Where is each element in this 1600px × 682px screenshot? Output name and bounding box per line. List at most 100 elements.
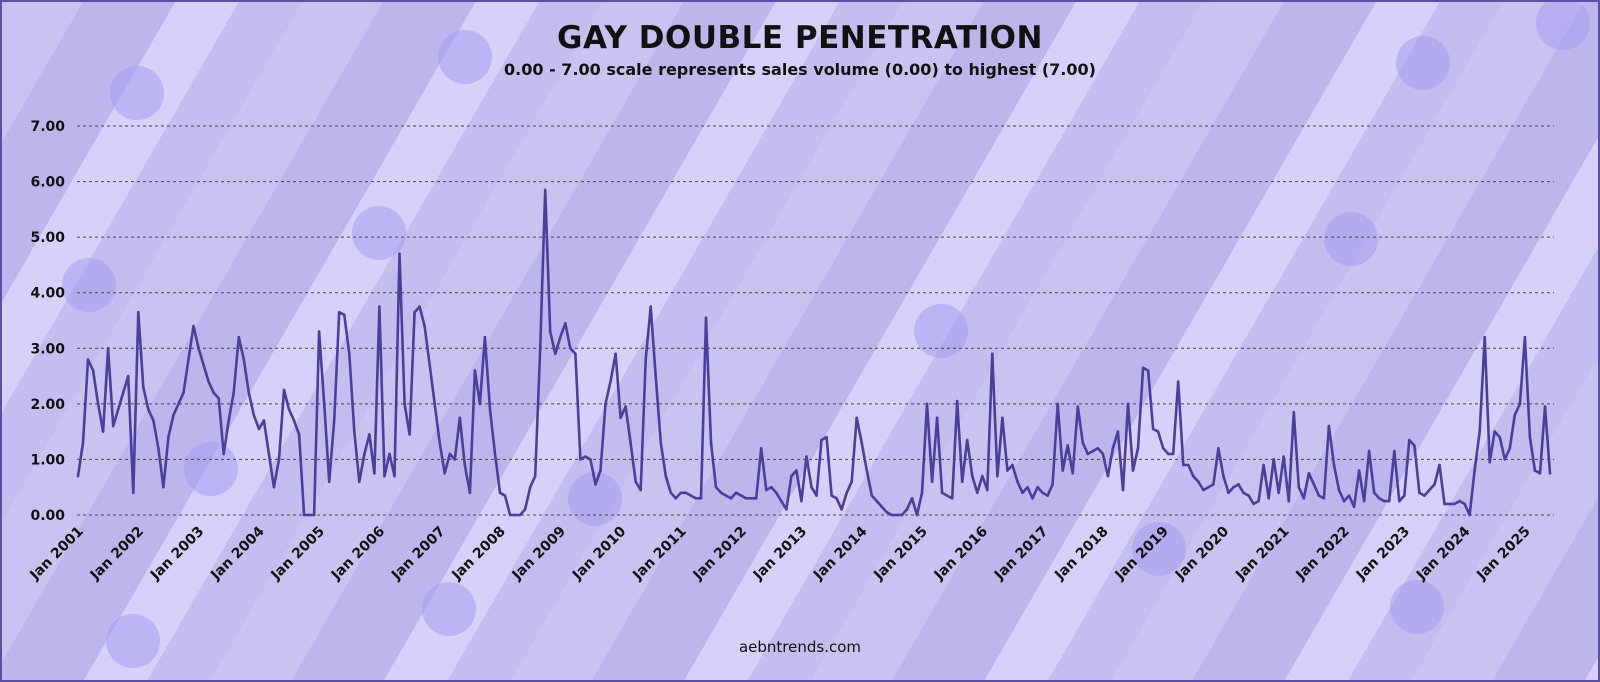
data-point	[443, 472, 447, 475]
x-tick-label: Jan 2024	[1413, 523, 1474, 584]
data-point	[1523, 335, 1527, 339]
data-point	[1016, 480, 1019, 484]
data-point	[1448, 502, 1451, 506]
y-tick-label: 0.00	[30, 508, 65, 524]
data-point	[1232, 485, 1235, 489]
data-point	[559, 335, 562, 339]
data-point	[940, 491, 944, 495]
data-point	[976, 491, 979, 495]
data-point	[498, 491, 502, 495]
data-point	[433, 402, 437, 406]
data-point	[1026, 485, 1029, 489]
data-point	[1458, 499, 1461, 503]
data-point	[1503, 458, 1507, 461]
x-tick-label: Jan 2020	[1172, 523, 1233, 584]
x-tick-label: Jan 2013	[750, 524, 810, 584]
data-point	[790, 474, 793, 478]
data-point	[1297, 485, 1301, 489]
data-point	[353, 430, 356, 433]
data-point	[227, 419, 230, 422]
data-point	[348, 352, 351, 356]
data-point	[1357, 469, 1361, 472]
data-point	[1387, 499, 1391, 503]
data-point	[1443, 502, 1446, 506]
data-point	[624, 405, 627, 408]
data-point	[1302, 497, 1306, 500]
data-point	[438, 441, 442, 445]
data-point	[116, 408, 120, 411]
data-point	[629, 441, 632, 445]
data-point	[649, 305, 652, 308]
data-point	[845, 491, 848, 495]
data-point	[1156, 430, 1160, 433]
data-point	[418, 305, 421, 308]
x-axis-ticks: Jan 2001 Jan 2002 Jan 2003 Jan 2004 Jan 2005…	[26, 523, 1533, 584]
data-point	[1528, 435, 1532, 439]
data-point	[659, 441, 663, 445]
x-tick-label: Jan 2017	[991, 524, 1051, 584]
x-tick-label: Jan 2003	[147, 524, 207, 584]
data-point	[1478, 430, 1481, 433]
data-point	[905, 508, 909, 511]
y-tick-label: 5.00	[30, 230, 65, 246]
data-point	[1237, 483, 1240, 486]
data-point	[840, 508, 843, 511]
data-point	[1071, 472, 1074, 475]
x-tick-label: Jan 2018	[1051, 524, 1111, 584]
data-point	[694, 497, 698, 500]
data-point	[1428, 488, 1431, 492]
data-point	[493, 452, 497, 456]
background-dot	[1324, 212, 1378, 266]
data-point	[413, 310, 416, 314]
data-point	[368, 433, 371, 436]
data-point	[252, 413, 256, 417]
data-point	[960, 480, 964, 484]
data-point	[468, 491, 472, 495]
data-point	[1076, 405, 1080, 408]
data-point	[267, 452, 271, 456]
y-tick-label: 6.00	[30, 175, 65, 191]
data-point	[1513, 413, 1517, 417]
data-point	[101, 430, 105, 433]
data-point	[734, 491, 738, 495]
data-point	[1438, 463, 1441, 467]
data-point	[1352, 505, 1356, 509]
y-axis-ticks: 0.00 1.00 2.00 3.00 4.00 5.00 6.00 7.00	[30, 119, 65, 524]
data-point	[1267, 497, 1270, 500]
data-point	[1287, 499, 1291, 503]
data-point	[1242, 491, 1245, 495]
data-point	[202, 363, 205, 367]
data-point	[297, 433, 301, 436]
data-point	[945, 494, 949, 497]
data-point	[1101, 452, 1105, 456]
data-point	[192, 324, 195, 328]
data-point	[322, 402, 326, 406]
data-point	[1413, 444, 1416, 447]
y-tick-label: 2.00	[30, 397, 65, 413]
data-point	[1252, 502, 1255, 506]
data-point	[463, 463, 467, 467]
data-point	[277, 458, 281, 461]
data-point	[172, 413, 175, 417]
data-point	[383, 474, 386, 478]
data-point	[302, 513, 306, 517]
data-point	[1463, 502, 1466, 506]
y-tick-label: 3.00	[30, 341, 65, 357]
data-point	[343, 313, 346, 317]
data-point	[865, 469, 869, 472]
data-point	[749, 497, 753, 500]
data-point	[1197, 480, 1200, 484]
data-point	[810, 485, 813, 489]
data-point	[1548, 472, 1552, 475]
data-point	[614, 352, 617, 356]
data-point	[182, 391, 185, 395]
data-point	[805, 455, 808, 458]
data-point	[1187, 463, 1190, 467]
chart-subtitle: 0.00 - 7.00 scale represents sales volum…	[504, 60, 1096, 79]
data-point	[393, 474, 396, 478]
data-point	[920, 491, 924, 495]
data-point	[1106, 474, 1110, 478]
data-point	[785, 508, 788, 511]
data-point	[1056, 402, 1059, 406]
